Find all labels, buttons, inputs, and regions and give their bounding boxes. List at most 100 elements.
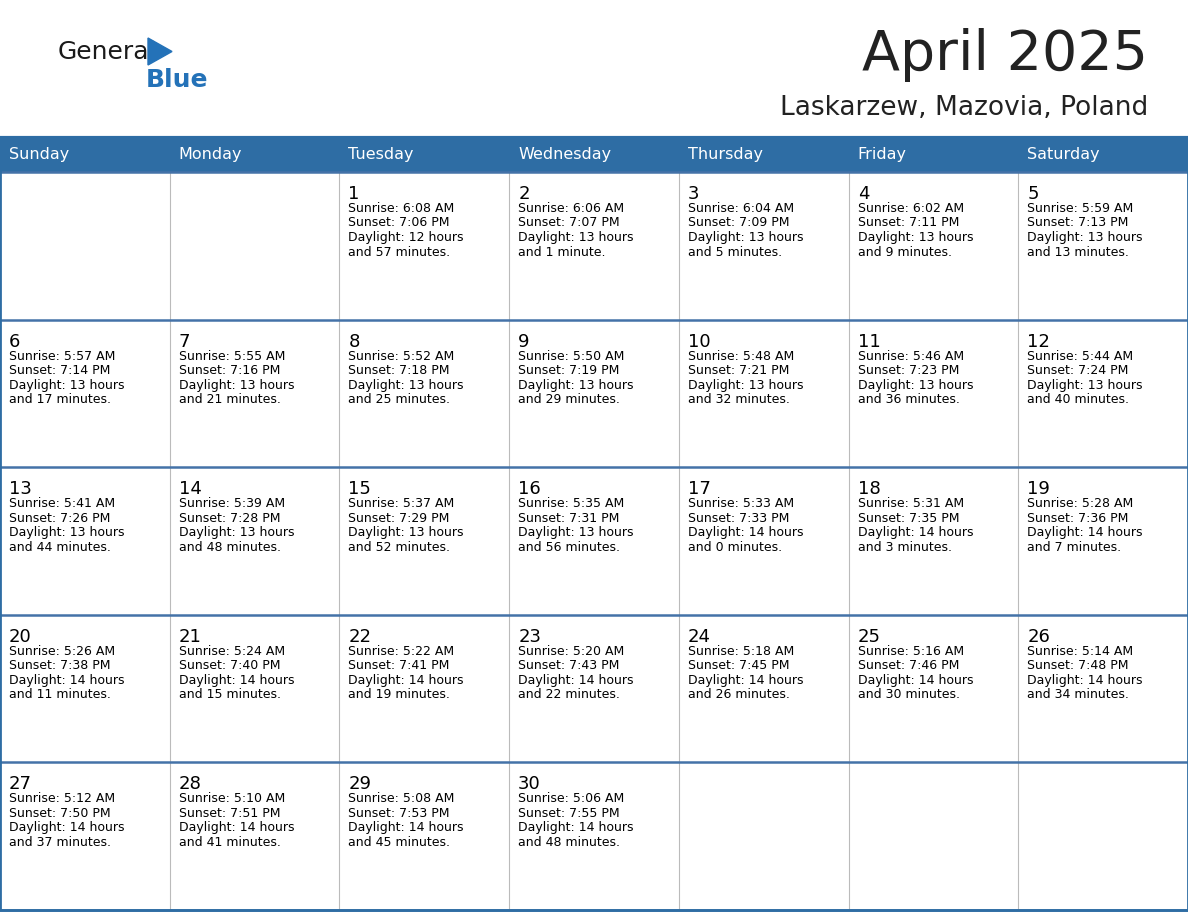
Text: 16: 16: [518, 480, 541, 498]
Text: Daylight: 13 hours: Daylight: 13 hours: [1028, 378, 1143, 392]
Text: and 57 minutes.: and 57 minutes.: [348, 245, 450, 259]
Text: Friday: Friday: [858, 148, 906, 162]
Bar: [678, 467, 848, 615]
Text: Sunrise: 5:16 AM: Sunrise: 5:16 AM: [858, 644, 963, 658]
Bar: [340, 319, 510, 467]
Bar: [510, 615, 678, 763]
Text: Sunset: 7:06 PM: Sunset: 7:06 PM: [348, 217, 450, 230]
Bar: [678, 172, 848, 319]
Text: Daylight: 14 hours: Daylight: 14 hours: [688, 674, 803, 687]
Text: 21: 21: [178, 628, 202, 645]
Text: and 48 minutes.: and 48 minutes.: [178, 541, 280, 554]
Bar: [170, 763, 340, 910]
Text: Sunrise: 5:52 AM: Sunrise: 5:52 AM: [348, 350, 455, 363]
Text: Sunset: 7:38 PM: Sunset: 7:38 PM: [10, 659, 110, 672]
Text: Sunrise: 5:20 AM: Sunrise: 5:20 AM: [518, 644, 625, 658]
Text: and 17 minutes.: and 17 minutes.: [10, 393, 110, 406]
Text: Sunrise: 5:31 AM: Sunrise: 5:31 AM: [858, 498, 963, 510]
Text: and 26 minutes.: and 26 minutes.: [688, 688, 790, 701]
Text: Sunset: 7:11 PM: Sunset: 7:11 PM: [858, 217, 959, 230]
Bar: [510, 319, 678, 467]
Text: Monday: Monday: [178, 148, 242, 162]
Bar: [170, 615, 340, 763]
Text: 25: 25: [858, 628, 880, 645]
Bar: [0, 763, 170, 910]
Bar: [170, 467, 340, 615]
Text: April 2025: April 2025: [862, 28, 1148, 82]
Text: and 7 minutes.: and 7 minutes.: [1028, 541, 1121, 554]
Text: and 48 minutes.: and 48 minutes.: [518, 836, 620, 849]
Text: 10: 10: [688, 332, 710, 351]
Text: and 25 minutes.: and 25 minutes.: [348, 393, 450, 406]
Text: General: General: [58, 40, 157, 64]
Text: Daylight: 13 hours: Daylight: 13 hours: [688, 231, 803, 244]
Text: 23: 23: [518, 628, 542, 645]
Text: 28: 28: [178, 776, 202, 793]
Text: and 30 minutes.: and 30 minutes.: [858, 688, 960, 701]
Bar: [848, 172, 1018, 319]
Text: Laskarzew, Mazovia, Poland: Laskarzew, Mazovia, Poland: [779, 95, 1148, 121]
Text: 17: 17: [688, 480, 710, 498]
Text: Sunset: 7:40 PM: Sunset: 7:40 PM: [178, 659, 280, 672]
Text: 1: 1: [348, 185, 360, 203]
Text: Sunset: 7:36 PM: Sunset: 7:36 PM: [1028, 511, 1129, 525]
Text: Sunset: 7:53 PM: Sunset: 7:53 PM: [348, 807, 450, 820]
Text: Saturday: Saturday: [1028, 148, 1100, 162]
Text: Sunrise: 6:06 AM: Sunrise: 6:06 AM: [518, 202, 624, 215]
Text: 20: 20: [10, 628, 32, 645]
Bar: [848, 467, 1018, 615]
Bar: [0, 467, 170, 615]
Text: Sunrise: 5:46 AM: Sunrise: 5:46 AM: [858, 350, 963, 363]
Bar: [0, 138, 1188, 910]
Text: Sunset: 7:50 PM: Sunset: 7:50 PM: [10, 807, 110, 820]
Text: Sunset: 7:46 PM: Sunset: 7:46 PM: [858, 659, 959, 672]
Text: and 1 minute.: and 1 minute.: [518, 245, 606, 259]
Text: Daylight: 13 hours: Daylight: 13 hours: [688, 378, 803, 392]
Text: Daylight: 13 hours: Daylight: 13 hours: [518, 231, 633, 244]
Text: and 9 minutes.: and 9 minutes.: [858, 245, 952, 259]
Bar: [1018, 615, 1188, 763]
Text: Sunrise: 5:18 AM: Sunrise: 5:18 AM: [688, 644, 794, 658]
Text: and 45 minutes.: and 45 minutes.: [348, 836, 450, 849]
Text: Daylight: 14 hours: Daylight: 14 hours: [858, 674, 973, 687]
Text: and 0 minutes.: and 0 minutes.: [688, 541, 782, 554]
Bar: [0, 615, 170, 763]
Text: Daylight: 13 hours: Daylight: 13 hours: [348, 526, 465, 539]
Text: Sunrise: 5:08 AM: Sunrise: 5:08 AM: [348, 792, 455, 805]
Text: Sunset: 7:43 PM: Sunset: 7:43 PM: [518, 659, 619, 672]
Bar: [340, 138, 510, 172]
Text: Sunrise: 5:26 AM: Sunrise: 5:26 AM: [10, 644, 115, 658]
Text: and 34 minutes.: and 34 minutes.: [1028, 688, 1129, 701]
Text: Daylight: 14 hours: Daylight: 14 hours: [178, 822, 295, 834]
Text: Sunset: 7:48 PM: Sunset: 7:48 PM: [1028, 659, 1129, 672]
Text: Sunset: 7:21 PM: Sunset: 7:21 PM: [688, 364, 789, 377]
Text: Sunrise: 6:08 AM: Sunrise: 6:08 AM: [348, 202, 455, 215]
Text: Daylight: 13 hours: Daylight: 13 hours: [10, 526, 125, 539]
Text: Sunset: 7:14 PM: Sunset: 7:14 PM: [10, 364, 110, 377]
Text: Sunrise: 5:35 AM: Sunrise: 5:35 AM: [518, 498, 625, 510]
Bar: [678, 138, 848, 172]
Text: 11: 11: [858, 332, 880, 351]
Bar: [340, 763, 510, 910]
Text: and 29 minutes.: and 29 minutes.: [518, 393, 620, 406]
Text: Daylight: 14 hours: Daylight: 14 hours: [518, 822, 633, 834]
Text: and 52 minutes.: and 52 minutes.: [348, 541, 450, 554]
Text: 19: 19: [1028, 480, 1050, 498]
Text: and 56 minutes.: and 56 minutes.: [518, 541, 620, 554]
Text: Sunrise: 5:10 AM: Sunrise: 5:10 AM: [178, 792, 285, 805]
Text: Sunrise: 5:48 AM: Sunrise: 5:48 AM: [688, 350, 794, 363]
Bar: [340, 467, 510, 615]
Text: Sunrise: 5:22 AM: Sunrise: 5:22 AM: [348, 644, 455, 658]
Text: 5: 5: [1028, 185, 1038, 203]
Text: 2: 2: [518, 185, 530, 203]
Text: Sunset: 7:41 PM: Sunset: 7:41 PM: [348, 659, 450, 672]
Bar: [170, 172, 340, 319]
Text: 12: 12: [1028, 332, 1050, 351]
Bar: [510, 467, 678, 615]
Text: Daylight: 13 hours: Daylight: 13 hours: [178, 526, 295, 539]
Text: Sunset: 7:35 PM: Sunset: 7:35 PM: [858, 511, 959, 525]
Text: Wednesday: Wednesday: [518, 148, 612, 162]
Text: Sunrise: 5:28 AM: Sunrise: 5:28 AM: [1028, 498, 1133, 510]
Text: and 40 minutes.: and 40 minutes.: [1028, 393, 1130, 406]
Bar: [678, 615, 848, 763]
